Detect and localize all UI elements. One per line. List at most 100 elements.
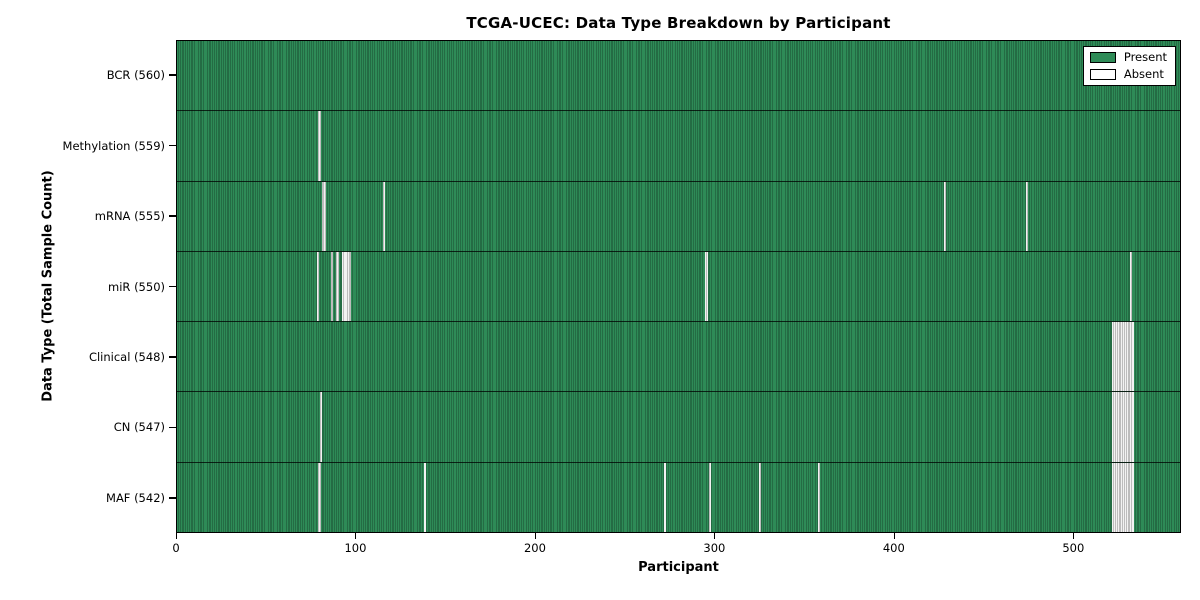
absent-column [1119, 322, 1122, 392]
absent-column [322, 181, 325, 251]
absent-column [1117, 322, 1120, 392]
y-tick-mark [169, 144, 176, 147]
legend-label: Absent [1123, 66, 1164, 81]
absent-column [1111, 392, 1115, 462]
heatmap-row [177, 321, 1180, 392]
y-tick-mark [169, 356, 176, 358]
absent-column [1131, 462, 1134, 532]
absent-column [347, 251, 350, 322]
y-tick-label: Methylation (559) [62, 138, 165, 153]
absent-column [318, 111, 321, 181]
absent-column [1119, 392, 1122, 462]
absent-column [1117, 392, 1120, 462]
absent-column [424, 462, 427, 532]
absent-column [943, 181, 946, 251]
absent-column [1122, 462, 1125, 532]
legend-swatch-icon [1089, 68, 1116, 80]
x-tick-mark [355, 533, 357, 539]
heatmap-row [177, 461, 1180, 532]
absent-column [1115, 322, 1118, 392]
absent-column [1126, 392, 1129, 462]
y-tick-label: MAF (542) [106, 490, 165, 505]
heatmap-row [177, 41, 1180, 111]
absent-column [1128, 322, 1131, 392]
x-tick-mark [1073, 533, 1075, 539]
absent-column [323, 181, 327, 251]
absent-column [1126, 322, 1129, 392]
absent-column [1113, 392, 1116, 462]
absent-column [1124, 392, 1127, 462]
legend-item: Present [1089, 50, 1167, 64]
absent-column [1113, 322, 1116, 392]
absent-column [1128, 462, 1131, 532]
absent-column [1117, 462, 1120, 532]
heatmap-rows [177, 41, 1180, 532]
x-tick-mark [534, 533, 536, 539]
legend-item: Absent [1089, 66, 1167, 81]
x-tick-label: 500 [1062, 541, 1085, 555]
absent-column [1122, 322, 1125, 392]
absent-column [1115, 392, 1118, 462]
absent-column [1120, 322, 1124, 392]
y-tick-label: Clinical (548) [88, 349, 165, 364]
y-tick-mark [169, 74, 176, 76]
absent-column [1025, 181, 1029, 251]
absent-column [1131, 392, 1134, 462]
absent-column [1129, 392, 1133, 462]
y-tick-label: BCR (560) [106, 68, 165, 83]
legend: Present Absent [1082, 46, 1176, 86]
absent-column [1129, 251, 1133, 322]
absent-column [1111, 322, 1115, 392]
absent-column [1119, 462, 1122, 532]
absent-column [1128, 392, 1131, 462]
absent-column [1131, 322, 1134, 392]
y-tick-label: CN (547) [113, 420, 165, 435]
x-tick-label: 400 [882, 541, 905, 555]
y-tick-mark [169, 215, 176, 217]
heatmap-row [177, 180, 1180, 251]
heatmap-row [177, 250, 1180, 322]
absent-column [336, 251, 339, 322]
absent-column [1113, 462, 1116, 532]
absent-column [1115, 462, 1118, 532]
absent-column [1122, 392, 1125, 462]
absent-column [345, 251, 348, 322]
x-tick-label: 200 [523, 541, 546, 555]
x-tick-label: 100 [344, 541, 367, 555]
absent-column [316, 251, 319, 322]
absent-column [1124, 322, 1127, 392]
absent-column [1126, 462, 1129, 532]
absent-column [818, 462, 821, 532]
heatmap-row [177, 110, 1180, 181]
absent-column [1111, 462, 1115, 532]
x-tick-mark [176, 533, 177, 539]
absent-column [705, 251, 708, 322]
absent-column [1120, 392, 1124, 462]
y-tick-mark [169, 426, 176, 429]
absent-column [708, 462, 712, 532]
legend-swatch-icon [1089, 52, 1116, 64]
x-tick-label: 0 [172, 541, 180, 555]
absent-column [759, 462, 762, 532]
x-tick-mark [893, 533, 895, 539]
absent-column [318, 462, 321, 532]
x-tick-mark [714, 533, 716, 539]
absent-column [348, 251, 352, 322]
absent-column [331, 251, 334, 322]
absent-column [382, 181, 386, 251]
y-tick-label: miR (550) [108, 279, 165, 294]
absent-column [1129, 462, 1133, 532]
heatmap-row [177, 391, 1180, 462]
y-axis-title: Data Type (Total Sample Count) [40, 170, 56, 402]
x-axis-title: Participant [638, 560, 719, 575]
absent-column [320, 392, 323, 462]
absent-column [341, 251, 344, 322]
absent-column [1129, 322, 1133, 392]
absent-column [664, 462, 667, 532]
legend-label: Present [1123, 50, 1167, 64]
y-tick-mark [169, 285, 176, 288]
y-tick-mark [169, 497, 176, 499]
absent-column [1124, 462, 1127, 532]
heatmap-plot-area [176, 40, 1181, 533]
absent-column [1120, 462, 1124, 532]
